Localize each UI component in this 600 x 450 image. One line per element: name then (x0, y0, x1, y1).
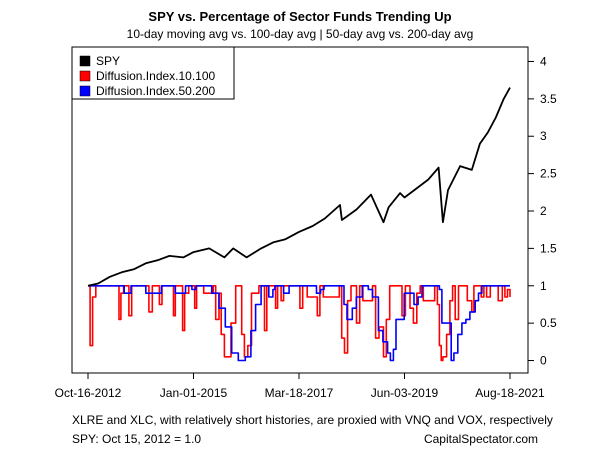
y-tick-label: 3 (540, 129, 547, 143)
x-tick-label: Aug-18-2021 (475, 386, 545, 400)
series-line-diffusion-index-10-100 (88, 284, 511, 362)
credit-label: CapitalSpectator.com (423, 432, 538, 446)
y-tick-label: 2.5 (540, 167, 557, 181)
x-tick-label: Jun-03-2019 (371, 386, 439, 400)
legend-swatch-diffusion-index-10-100 (79, 70, 91, 82)
y-tick-label: 2 (540, 204, 547, 218)
legend-box (71, 46, 235, 100)
y-tick-label: 1 (540, 279, 547, 293)
y-tick-label: 0 (540, 354, 547, 368)
y-tick-label: 1.5 (540, 241, 557, 255)
legend-label-diffusion-index-10-100: Diffusion.Index.10.100 (96, 69, 216, 83)
base-note: SPY: Oct 15, 2012 = 1.0 (72, 432, 202, 446)
legend-swatch-diffusion-index-50-200 (79, 85, 91, 97)
y-tick-label: 4 (540, 54, 547, 68)
proxy-note: XLRE and XLC, with relatively short hist… (72, 413, 553, 427)
legend-label-spy: SPY (96, 54, 120, 68)
x-axis: Oct-16-2012 Jan-01-2015 Mar-18-2017 Jun-03-… (55, 372, 545, 400)
series-layer (87, 87, 511, 362)
x-tick-label: Mar-18-2017 (265, 386, 334, 400)
x-tick-label: Oct-16-2012 (55, 386, 122, 400)
legend-swatch-spy (79, 55, 91, 67)
chart-title: SPY vs. Percentage of Sector Funds Trend… (148, 9, 452, 24)
legend-label-diffusion-index-50-200: Diffusion.Index.50.200 (96, 84, 216, 98)
series-line-spy (87, 87, 511, 287)
series-line-diffusion-index-50-200 (88, 284, 510, 362)
y-axis: 0 0.5 1 1.5 2 2.5 3 3.5 4 (527, 54, 557, 368)
y-tick-label: 0.5 (540, 316, 557, 330)
x-tick-label: Jan-01-2015 (160, 386, 228, 400)
legend: SPYDiffusion.Index.10.100Diffusion.Index… (71, 46, 235, 100)
chart-subtitle: 10-day moving avg vs. 100-day avg | 50-d… (126, 27, 474, 41)
y-tick-label: 3.5 (540, 92, 557, 106)
